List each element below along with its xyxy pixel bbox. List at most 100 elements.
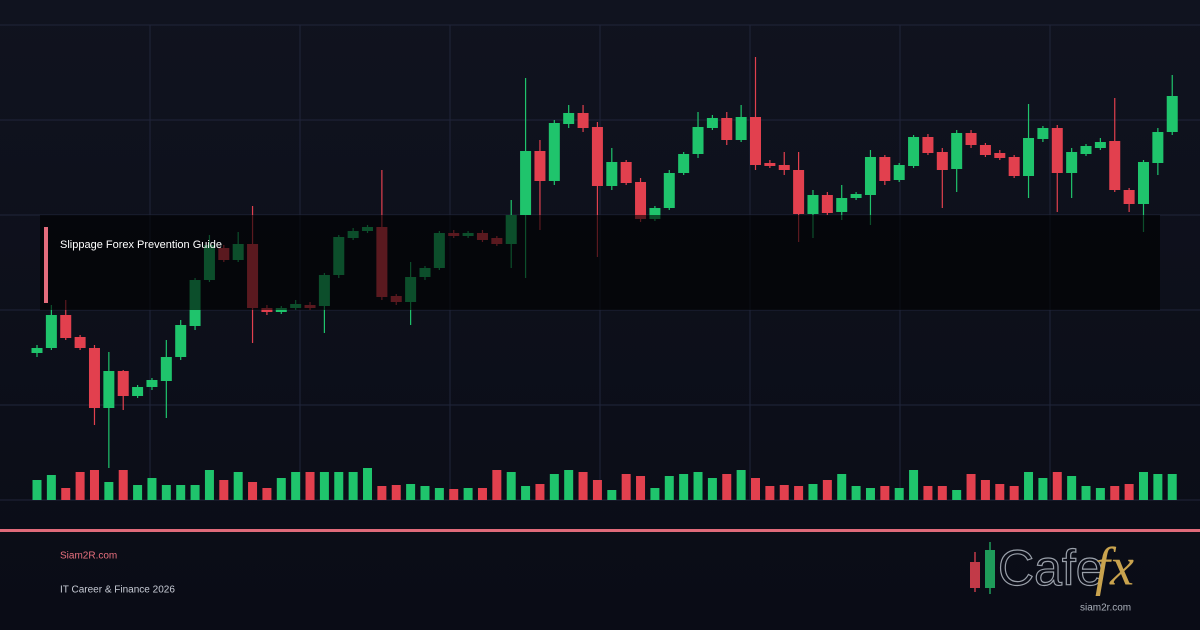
candle-body [922, 137, 934, 153]
volume-bar [1167, 474, 1177, 500]
candle-body [764, 163, 776, 166]
overlay-title: Slippage Forex Prevention Guide [60, 239, 222, 251]
divider [0, 529, 1200, 532]
volume-bar [621, 474, 631, 500]
candle-body [706, 118, 718, 128]
volume-bar [262, 488, 272, 500]
logo-name: Cafe [998, 540, 1104, 596]
logo-url: siam2r.com [1080, 603, 1131, 614]
volume-bar [995, 484, 1005, 500]
candle-body [879, 157, 891, 181]
volume-bar [233, 472, 243, 500]
candle-body [534, 151, 546, 181]
volume-bar [923, 486, 933, 500]
candle-body [721, 118, 733, 140]
volume-bar [578, 472, 588, 500]
volume-bar [650, 488, 660, 500]
candle-body [1080, 146, 1092, 154]
volume-bar [966, 474, 976, 500]
volume-bar [1038, 478, 1048, 500]
volume-bar [909, 470, 919, 500]
candle-body [936, 152, 948, 170]
volume-bar [1067, 476, 1077, 500]
volume-bar [707, 478, 717, 500]
volume-bar [363, 468, 373, 500]
volume-bar [190, 485, 200, 500]
volume-bar [449, 489, 459, 500]
volume-bar [161, 485, 171, 500]
candle-body [635, 182, 647, 219]
volume-bar [104, 482, 114, 500]
candle-body [951, 133, 963, 169]
volume-bar [592, 480, 602, 500]
volume-bar [751, 478, 760, 500]
logo-icon [970, 542, 995, 594]
logo-accent: fx [1095, 536, 1134, 596]
volume-bar [980, 480, 990, 500]
volume-bar [549, 474, 559, 500]
volume-bar [219, 480, 229, 500]
volume-bar [779, 485, 789, 500]
volume-bar [118, 470, 128, 500]
candle-body [117, 371, 129, 396]
volume-bar [492, 470, 502, 500]
volume-bar [880, 486, 890, 500]
volume-bar [693, 472, 703, 500]
candle-body [1166, 96, 1178, 132]
candle-body [1152, 132, 1164, 163]
volume-bar [636, 476, 646, 500]
candle-body [1066, 152, 1078, 173]
candle-body [146, 380, 158, 387]
candle-body [620, 162, 632, 183]
candle-body [175, 325, 187, 357]
volume-bar [89, 470, 99, 500]
volume-bar [894, 488, 904, 500]
logo-candle [985, 550, 995, 588]
candle-body [1109, 141, 1121, 190]
candle-body [1094, 142, 1106, 148]
volume-bar [276, 478, 286, 500]
volume-bar [664, 476, 674, 500]
volume-bar [794, 486, 804, 500]
candle-body [793, 170, 805, 214]
candle-body [1123, 190, 1135, 204]
candle-body [577, 113, 589, 128]
candle-body [74, 337, 86, 348]
candle-body [979, 145, 991, 155]
candle-body [735, 117, 747, 140]
volume-bar [1153, 474, 1163, 500]
candle-body [1023, 138, 1035, 176]
volume-bar [391, 485, 401, 500]
volume-bar [463, 488, 473, 500]
candle-body [778, 165, 790, 170]
volume-bar [1009, 486, 1019, 500]
footer-tagline: IT Career & Finance 2026 [60, 585, 175, 596]
volume-bars [32, 468, 1177, 500]
volume-bar [837, 474, 847, 500]
volume-bar [1024, 472, 1034, 500]
candle-body [850, 194, 862, 198]
volume-bar [1095, 488, 1105, 500]
volume-bar [133, 485, 143, 500]
volume-bar [851, 486, 861, 500]
volume-bar [75, 472, 85, 500]
volume-bar [564, 470, 574, 500]
volume-bar [61, 488, 71, 500]
volume-bar [147, 478, 157, 500]
volume-bar [32, 480, 42, 500]
candle-body [663, 173, 675, 208]
volume-bar [736, 470, 746, 500]
candle-body [606, 162, 618, 186]
volume-bar [1052, 472, 1062, 500]
candle-body [893, 165, 905, 180]
candle-body [60, 315, 72, 338]
volume-bar [808, 484, 818, 500]
volume-bar [937, 486, 947, 500]
volume-bar [1110, 486, 1120, 500]
volume-bar [176, 485, 186, 500]
volume-bar [434, 488, 444, 500]
volume-bar [377, 486, 387, 500]
volume-bar [46, 475, 56, 500]
candle-body [591, 127, 603, 186]
volume-bar [521, 486, 531, 500]
